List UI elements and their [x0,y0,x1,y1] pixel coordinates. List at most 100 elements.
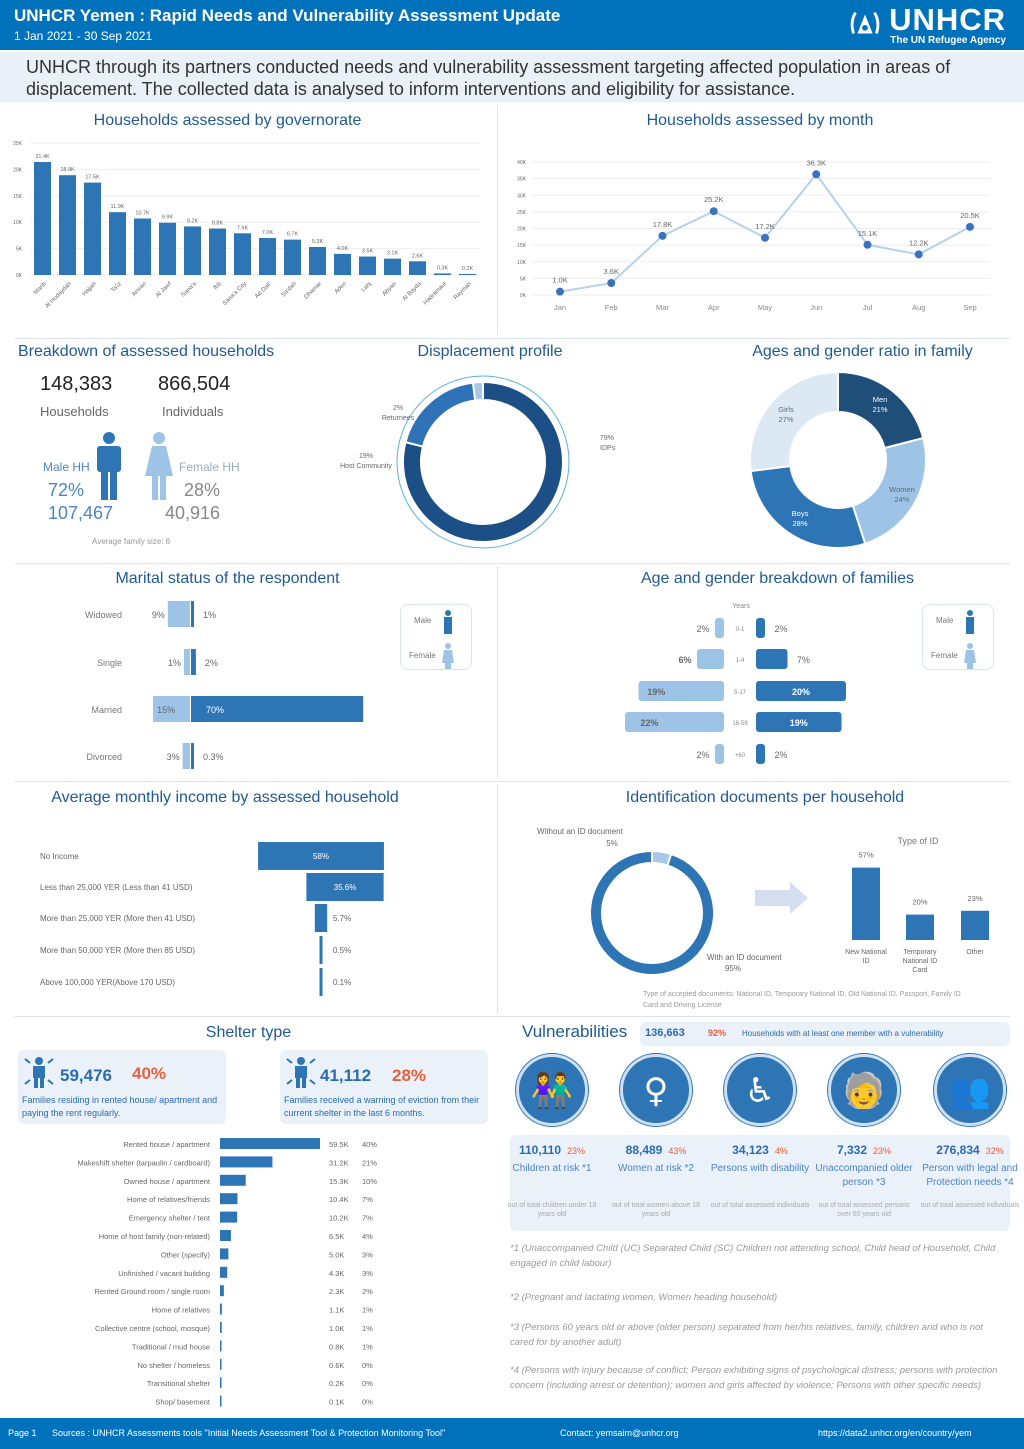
households-label: Households [40,404,109,419]
shelter-bar [220,1211,238,1223]
shelter-bar [220,1193,238,1205]
income-category: No Income [40,852,79,861]
y-tick-label: 0K [16,273,23,279]
arrow-icon [755,882,808,914]
female-bar [184,649,190,675]
month-heading: Households assessed by month [646,112,874,129]
bar-value-label: 0.2K [462,266,474,272]
divider [497,566,498,778]
shelter-category: Traditional / mud house [132,1342,210,1351]
divider [15,781,1010,782]
shelter-bar [220,1138,320,1149]
shelter-value: 1.0K [329,1324,344,1333]
month-label: Apr [708,303,720,312]
with-id-label: With an ID document [707,953,782,962]
y-tick-label: 0K [520,293,527,299]
shelter-bar [220,1248,229,1260]
ages-pct: 21% [872,405,887,414]
governorate-label: Dhamar [304,281,323,300]
contact-email[interactable]: Contact: yemsaim@unhcr.org [560,1428,679,1438]
shelter-bar [220,1395,222,1407]
bar-value-label: 7.0K [262,230,274,236]
shelter-category: Home of relatives [152,1306,211,1315]
month-point [966,222,974,231]
shelter-value: 15.3K [329,1177,349,1186]
point-value-label: 1.0K [552,276,567,285]
shelter-category: Collective centre (school, mosque) [95,1324,211,1333]
vulnerable-households-pct: 92% [708,1028,727,1038]
id-type-value: 20% [912,898,927,907]
female-value: 3% [167,752,180,762]
bar-value-label: 7.9K [237,225,249,231]
month-label: Aug [912,303,925,312]
displacement-label: Returnees [382,415,415,422]
without-id-pct: 5% [606,839,618,848]
governorate-label: Ad Dali' [254,281,273,300]
female-icon [964,643,976,669]
governorate-bar [34,162,51,275]
shelter-category: Rented Ground room / single room [95,1287,210,1296]
vulnerability-pct: 43% [668,1146,687,1156]
rent-desc: Families residing in rented house/ apart… [22,1095,218,1118]
month-point [761,233,769,242]
female-bar [638,681,724,701]
female-bar [167,601,190,627]
shelter-pct: 0% [362,1361,373,1370]
vulnerability-pct: 32% [985,1146,1004,1156]
female-value: 19% [647,687,665,697]
logo-subtitle: The UN Refugee Agency [890,35,1006,46]
male-value: 70% [206,705,224,715]
bar-value-label: 3.5K [362,249,374,255]
governorate-label: Hadramaut [423,281,448,306]
shelter-value: 59.5K [329,1140,349,1149]
vulnerability-summary: 136,663 92% Households with at least one… [640,1022,1010,1046]
governorate-bar [59,175,76,275]
month-label: Sep [963,303,976,312]
id-type-bar [852,867,880,940]
displacement-heading: Displacement profile [417,343,563,360]
age-group-label: 1-4 [736,658,745,664]
male-bar [756,712,842,732]
shelter-category: Makeshift shelter (tarpaulin / cardboard… [77,1158,210,1167]
point-value-label: 17.8K [653,220,673,229]
id-type-label: ID [863,958,870,965]
income-heading: Average monthly income by assessed house… [51,789,399,806]
income-category: More than 25,000 YER (More then 41 USD) [40,914,195,923]
point-value-label: 15.1K [858,229,878,238]
shelter-pct: 4% [362,1232,373,1241]
male-bar [191,601,194,627]
shelter-bar [220,1340,222,1352]
income-bar [306,873,384,901]
shelter-value: 0.6K [329,1361,344,1370]
woman-icon: ♀ [620,1054,692,1126]
female-bar [697,649,724,669]
point-value-label: 20.5K [960,211,980,220]
intro-text: UNHCR through its partners conducted nee… [0,52,1024,102]
rent-count: 59,476 [60,1066,112,1085]
income-category: Above 100,000 YER(Above 170 USD) [40,978,175,987]
male-value: 2% [774,750,787,760]
id-type-label: Other [966,949,984,956]
displacement-pct: 2% [393,405,403,412]
displacement-label: IDPs [600,445,616,452]
shelter-category: Rented house / apartment [123,1140,211,1149]
data-portal-link[interactable]: https://data2.unhcr.org/en/country/yem [818,1428,972,1438]
month-point [556,287,564,296]
ages-slice [837,370,925,450]
male-icon [444,610,452,634]
male-bar [191,696,364,722]
marital-category: Divorced [86,752,122,762]
income-value: 0.1% [333,978,351,987]
ages-label: Girls [778,405,794,414]
ages-slice [749,370,839,473]
bar-value-label: 9.9K [162,215,174,221]
shelter-value: 6.5K [329,1232,344,1241]
id-type-label: Card [912,967,927,974]
footer: Page 1 Sources : UNHCR Assessments tools… [0,1418,1024,1449]
shelter-bar [220,1156,273,1168]
governorate-bar [134,218,151,275]
gender-legend: Male Female [400,604,472,670]
y-tick-label: 10K [517,260,527,266]
divider [15,563,1010,564]
shelter-category: Home of host family (non-related) [99,1232,211,1241]
